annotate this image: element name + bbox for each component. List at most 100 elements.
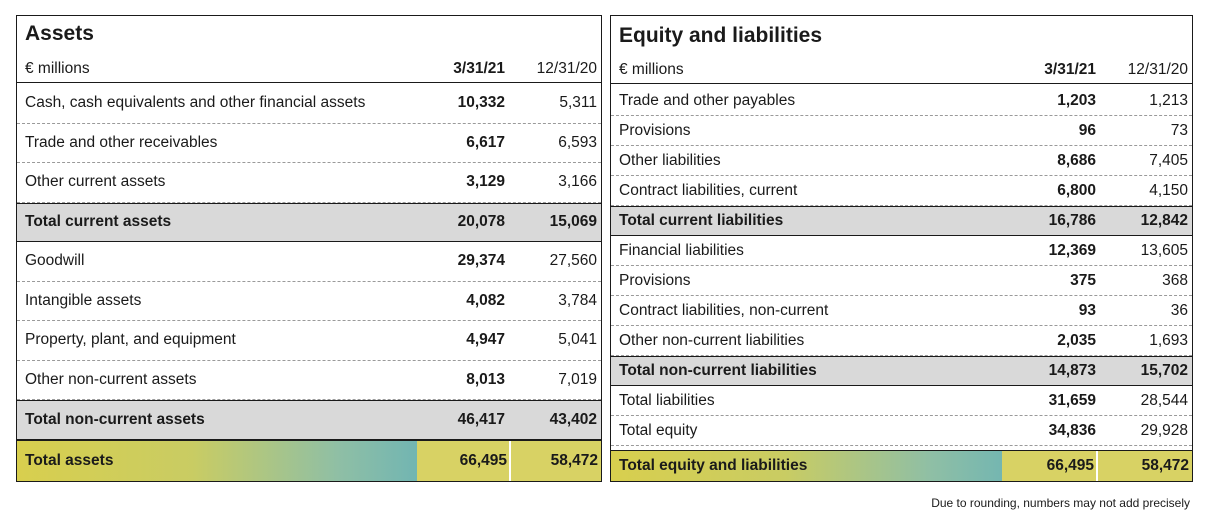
equity-liabilities-table: Equity and liabilities € millions 3/31/2… [610,15,1193,482]
equity-row: Provisions 96 73 [611,116,1192,146]
equity-row: Total equity 34,836 29,928 [611,416,1192,446]
assets-row-value-prior: 15,069 [549,213,597,231]
assets-row-label: Cash, cash equivalents and other financi… [25,94,366,112]
assets-row: Total current assets 20,078 15,069 [17,202,601,242]
total-assets-v1: 66,495 [417,441,509,481]
equity-row: Total liabilities 31,659 28,544 [611,386,1192,416]
equity-row-value-current: 93 [1078,301,1096,319]
equity-unit: € millions [619,61,684,78]
assets-row-value-current: 6,617 [466,133,505,151]
equity-row-value-prior: 368 [1162,271,1188,289]
assets-row: Other current assets 3,129 3,166 [17,163,601,203]
equity-row: Other non-current liabilities 2,035 1,693 [611,326,1192,356]
assets-row-label: Other non-current assets [25,370,197,388]
equity-row-value-prior: 36 [1170,301,1188,319]
assets-row: Goodwill 29,374 27,560 [17,242,601,282]
assets-unit: € millions [25,60,90,77]
assets-row-label: Total current assets [25,213,172,231]
total-equity-liabilities-row: Total equity and liabilities 66,495 58,4… [611,450,1192,481]
equity-title: Equity and liabilities [619,24,823,47]
equity-row-value-current: 96 [1078,121,1096,139]
assets-table: Assets € millions 3/31/21 12/31/20 Cash,… [16,15,602,482]
assets-row-value-current: 20,078 [457,213,505,231]
equity-row-label: Provisions [619,271,691,289]
equity-row-value-current: 31,659 [1048,391,1096,409]
assets-row-value-prior: 5,311 [559,94,597,112]
equity-col1-header: 3/31/21 [1044,61,1096,78]
equity-row-value-prior: 28,544 [1140,391,1188,409]
equity-row-value-prior: 4,150 [1149,181,1188,199]
equity-col2-header: 12/31/20 [1127,61,1188,78]
equity-row-value-current: 1,203 [1057,91,1096,109]
equity-row: Other liabilities 8,686 7,405 [611,146,1192,176]
total-assets-row: Total assets 66,495 58,472 [17,440,601,481]
equity-header-row: € millions 3/31/21 12/31/20 [611,57,1192,84]
assets-row-value-current: 4,947 [466,331,505,349]
assets-row: Total non-current assets 46,417 43,402 [17,400,601,440]
equity-row-value-current: 375 [1070,271,1096,289]
equity-row: Provisions 375 368 [611,266,1192,296]
total-equity-liabilities-v2: 58,472 [1096,451,1192,481]
equity-row-value-prior: 1,693 [1149,331,1188,349]
equity-row: Contract liabilities, current 6,800 4,150 [611,176,1192,206]
equity-row-value-current: 6,800 [1057,181,1096,199]
assets-row-value-prior: 5,041 [558,331,597,349]
equity-row-value-current: 34,836 [1048,421,1096,439]
rounding-footnote: Due to rounding, numbers may not add pre… [931,496,1190,510]
assets-title: Assets [25,22,94,45]
assets-header-row: € millions 3/31/21 12/31/20 [17,56,601,83]
equity-row-label: Financial liabilities [619,241,744,259]
equity-row-label: Other liabilities [619,151,721,169]
assets-row-label: Intangible assets [25,291,142,309]
equity-row-value-prior: 13,605 [1140,241,1188,259]
assets-row-value-current: 8,013 [466,370,505,388]
assets-row-value-current: 29,374 [457,252,505,270]
assets-col2-header: 12/31/20 [536,60,597,77]
assets-row-label: Total non-current assets [25,410,205,428]
equity-row: Contract liabilities, non-current 93 36 [611,296,1192,326]
equity-row: Financial liabilities 12,369 13,605 [611,236,1192,266]
total-equity-liabilities-label: Total equity and liabilities [619,457,808,474]
assets-col1-header: 3/31/21 [453,60,505,77]
equity-row-label: Trade and other payables [619,91,796,109]
assets-row: Cash, cash equivalents and other financi… [17,84,601,124]
equity-row-value-prior: 15,702 [1140,362,1188,379]
assets-row-value-current: 3,129 [466,173,505,191]
assets-row-value-prior: 43,402 [549,410,597,428]
equity-row: Trade and other payables 1,203 1,213 [611,86,1192,116]
total-equity-liabilities-v1: 66,495 [1002,451,1096,481]
equity-row-value-current: 2,035 [1057,331,1096,349]
assets-row: Other non-current assets 8,013 7,019 [17,361,601,400]
assets-row: Trade and other receivables 6,617 6,593 [17,124,601,163]
equity-row-label: Provisions [619,121,691,139]
equity-row-value-prior: 12,842 [1140,212,1188,229]
assets-row-label: Other current assets [25,173,166,191]
equity-row-label: Total current liabilities [619,212,784,229]
assets-row-label: Trade and other receivables [25,133,218,151]
assets-row-value-prior: 6,593 [558,133,597,151]
assets-row-value-prior: 7,019 [558,370,597,388]
equity-row: Total current liabilities 16,786 12,842 [611,206,1192,236]
equity-row-label: Total equity [619,421,698,439]
equity-row-value-current: 8,686 [1057,151,1096,169]
assets-row-value-prior: 3,166 [558,173,597,191]
equity-row-label: Contract liabilities, non-current [619,301,829,319]
equity-row-value-current: 14,873 [1048,362,1096,379]
total-assets-v2: 58,472 [509,441,601,481]
equity-row-value-prior: 29,928 [1140,421,1188,439]
assets-row-label: Goodwill [25,252,85,270]
equity-row-label: Other non-current liabilities [619,331,805,349]
equity-row-label: Contract liabilities, current [619,181,798,199]
equity-row-value-prior: 73 [1170,121,1188,139]
assets-row: Property, plant, and equipment 4,947 5,041 [17,321,601,361]
equity-row-value-current: 16,786 [1048,212,1096,229]
equity-row-label: Total non-current liabilities [619,362,817,379]
equity-row-label: Total liabilities [619,391,715,409]
assets-row-value-prior: 3,784 [558,291,597,309]
equity-row-value-current: 12,369 [1048,241,1096,259]
assets-row: Intangible assets 4,082 3,784 [17,282,601,321]
assets-row-value-current: 46,417 [457,410,505,428]
assets-row-value-prior: 27,560 [549,252,597,270]
assets-row-value-current: 4,082 [466,291,505,309]
assets-row-label: Property, plant, and equipment [25,331,236,349]
